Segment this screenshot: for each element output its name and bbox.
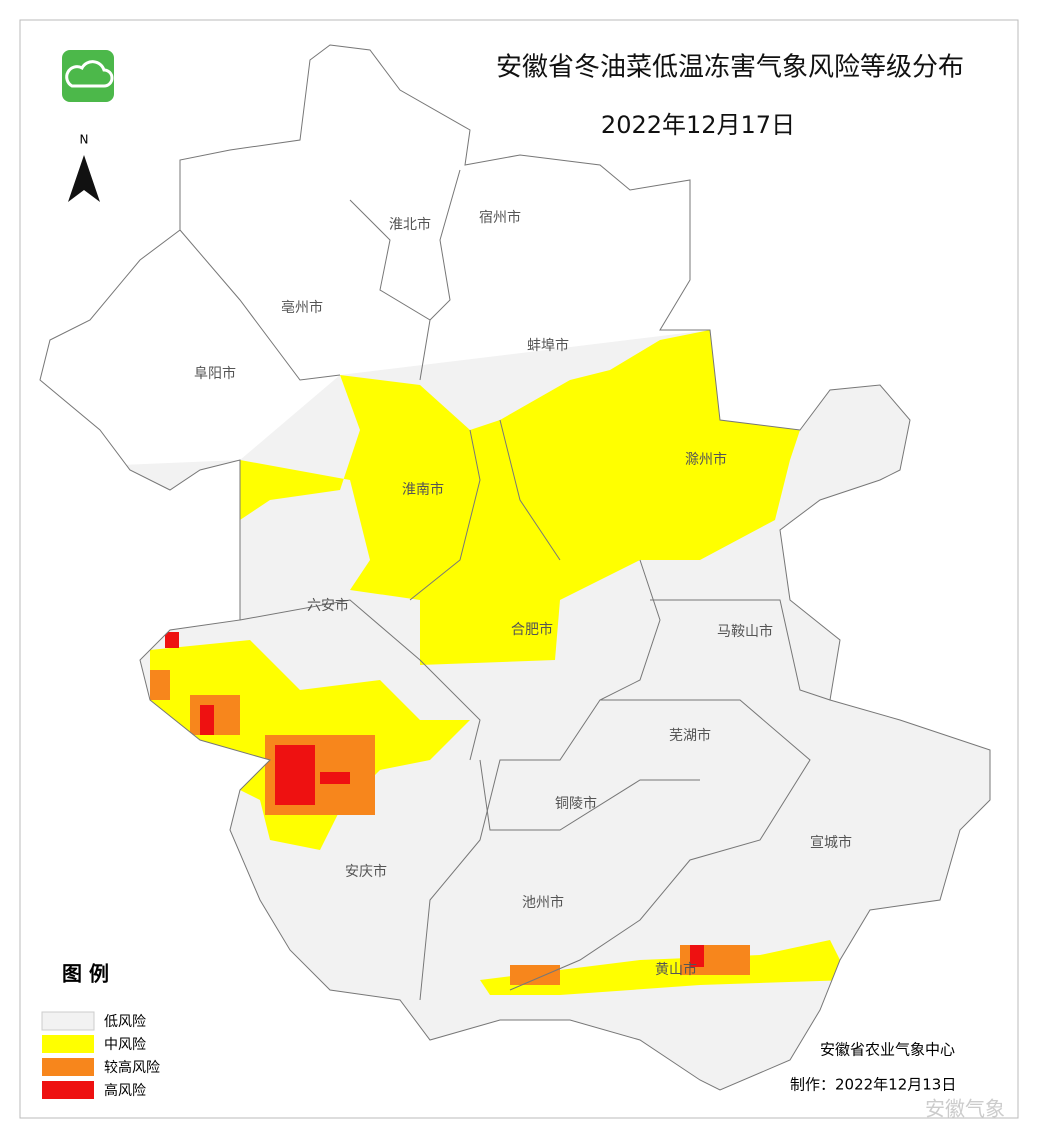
frame — [19, 19, 1019, 1119]
map-title: 安徽省冬油菜低温冻害气象风险等级分布 — [496, 53, 964, 83]
north-arrow — [68, 155, 100, 202]
logo — [62, 50, 114, 102]
city-label: 宣城市 — [810, 834, 852, 851]
legend-label: 中风险 — [104, 1037, 146, 1053]
higher-risk-area — [510, 965, 560, 985]
city-label: 六安市 — [307, 597, 349, 614]
legend-swatch — [41, 1011, 95, 1031]
city-label: 铜陵市 — [555, 795, 597, 812]
city-label: 芜湖市 — [669, 727, 711, 744]
made-date: 制作：2022年12月13日 — [790, 1076, 956, 1094]
legend-label: 较高风险 — [104, 1059, 160, 1076]
city-label: 宿州市 — [479, 209, 521, 226]
city-label: 淮北市 — [389, 216, 431, 233]
legend-swatch — [42, 1081, 94, 1099]
watermark: 安徽气象 — [925, 1097, 1005, 1121]
legend-label: 高风险 — [104, 1082, 146, 1099]
city-label: 淮南市 — [402, 481, 444, 498]
high-risk-area — [200, 705, 214, 735]
city-label: 黄山市 — [655, 961, 697, 978]
city-label: 马鞍山市 — [717, 623, 773, 640]
logo-icon — [65, 60, 114, 88]
high-risk-area — [275, 745, 315, 805]
city-label: 蚌埠市 — [527, 337, 569, 354]
city-label: 合肥市 — [511, 621, 553, 638]
legend-swatch — [42, 1035, 94, 1053]
legend-title: 图 例 — [62, 962, 109, 986]
legend-label: 低风险 — [104, 1014, 146, 1030]
higher-risk-area — [190, 695, 240, 735]
map-date: 2022年12月17日 — [601, 111, 795, 139]
high-risk-area — [165, 632, 179, 648]
north-label: N — [80, 133, 89, 147]
agency: 安徽省农业气象中心 — [820, 1041, 955, 1059]
legend-swatch — [42, 1058, 94, 1076]
high-risk-area — [320, 772, 350, 784]
medium-risk-area — [240, 330, 800, 665]
city-label: 滁州市 — [685, 451, 727, 468]
high-risk-area — [690, 945, 704, 967]
city-label: 阜阳市 — [194, 365, 236, 382]
city-label: 池州市 — [522, 894, 564, 911]
medium-risk-area — [480, 940, 850, 995]
city-borders — [179, 169, 831, 1001]
city-label: 安庆市 — [345, 863, 387, 880]
city-label: 亳州市 — [281, 299, 323, 316]
higher-risk-area — [150, 670, 170, 700]
